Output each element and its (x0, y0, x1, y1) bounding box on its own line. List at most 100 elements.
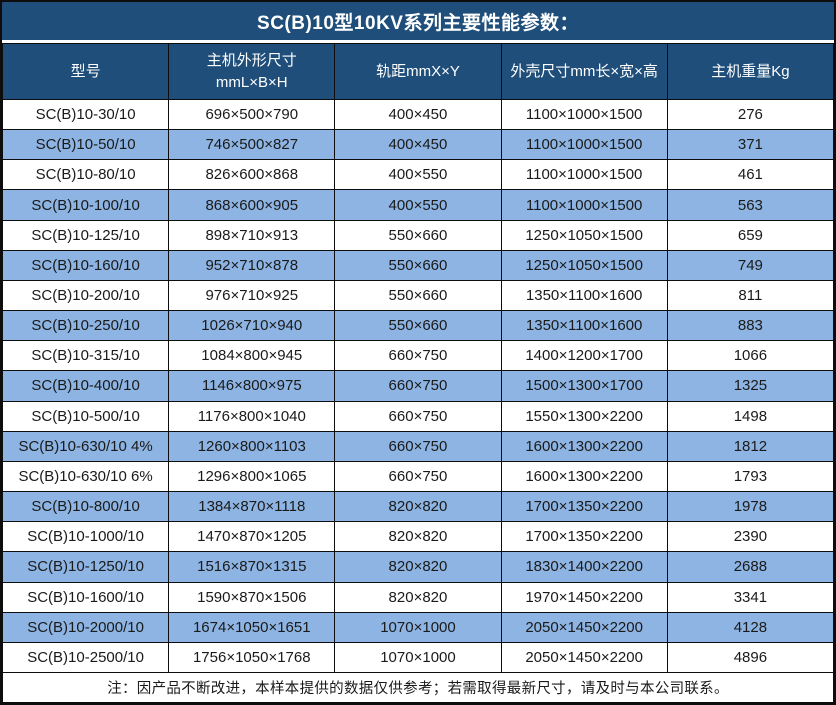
table-row: SC(B)10-1000/10 1470×870×1205 820×820 1700×… (1, 521, 835, 553)
table-cell: 820×820 (334, 551, 502, 583)
table-cell: 1100×1000×1500 (500, 98, 668, 131)
table-cell: 1700×1350×2200 (500, 521, 668, 553)
table-cell: 1970×1450×2200 (500, 581, 668, 613)
table-cell: 1176×800×1040 (168, 400, 336, 432)
table-cell: 4128 (666, 611, 835, 643)
table-cell: SC(B)10-800/10 (1, 491, 170, 523)
table-cell: 1350×1100×1600 (500, 310, 668, 342)
table-cell: 660×750 (334, 370, 502, 402)
table-cell: SC(B)10-1600/10 (1, 581, 170, 613)
table-cell: 1470×870×1205 (168, 521, 336, 553)
table-cell: 1550×1300×2200 (500, 400, 668, 432)
table-cell: 371 (666, 129, 835, 161)
table-cell: 659 (666, 219, 835, 251)
table-cell: 660×750 (334, 340, 502, 372)
table-row: SC(B)10-160/10 952×710×878 550×660 1250×105… (1, 249, 835, 281)
table-cell: 1296×800×1065 (168, 460, 336, 493)
table-row: SC(B)10-250/10 1026×710×940 550×660 1350×11… (1, 310, 835, 342)
table-cell: SC(B)10-125/10 (1, 219, 170, 251)
table-row: SC(B)10-200/10 976×710×925 550×660 1350×110… (1, 279, 835, 312)
table-cell: 820×820 (334, 521, 502, 553)
table-cell: SC(B)10-630/10 6% (1, 460, 170, 493)
table-cell: 660×750 (334, 430, 502, 462)
table-cell: 400×450 (334, 98, 502, 131)
table-cell: 1384×870×1118 (168, 491, 336, 523)
table-cell: 1100×1000×1500 (500, 129, 668, 161)
table-cell: 749 (666, 249, 835, 281)
column-header-body-dimensions: 主机外形尺寸 mmL×B×H (168, 43, 336, 100)
table-cell: 820×820 (334, 581, 502, 613)
table-cell: 4896 (666, 641, 835, 674)
table-row: SC(B)10-800/10 1384×870×1118 820×820 1700×1… (1, 491, 835, 523)
table-row: SC(B)10-500/10 1176×800×1040 660×750 1550×1… (1, 400, 835, 432)
table-cell: 1674×1050×1651 (168, 611, 336, 643)
page-title: SC(B)10型10KV系列主要性能参数： (2, 2, 834, 43)
table-cell: 276 (666, 98, 835, 131)
table-cell: 550×660 (334, 249, 502, 281)
table-cell: 660×750 (334, 460, 502, 493)
table-cell: 550×660 (334, 279, 502, 312)
table-cell: 1026×710×940 (168, 310, 336, 342)
table-cell: SC(B)10-315/10 (1, 340, 170, 372)
table-row: SC(B)10-2500/10 1756×1050×1768 1070×1000 20… (1, 641, 835, 674)
table-cell: 868×600×905 (168, 189, 336, 221)
table-cell: 400×450 (334, 129, 502, 161)
table-cell: 2390 (666, 521, 835, 553)
table-cell: 550×660 (334, 219, 502, 251)
table-cell: SC(B)10-30/10 (1, 98, 170, 131)
table-cell: 1066 (666, 340, 835, 372)
table-row: SC(B)10-315/10 1084×800×945 660×750 1400×12… (1, 340, 835, 372)
spec-table-body: SC(B)10-30/10 696×500×790 400×450 1100×1000… (1, 98, 835, 674)
table-cell: 563 (666, 189, 835, 221)
table-cell: 1590×870×1506 (168, 581, 336, 613)
table-cell: 1498 (666, 400, 835, 432)
table-row: SC(B)10-100/10 868×600×905 400×550 1100×100… (1, 189, 835, 221)
table-cell: 1793 (666, 460, 835, 493)
table-cell: 1400×1200×1700 (500, 340, 668, 372)
table-cell: 1516×870×1315 (168, 551, 336, 583)
table-row: SC(B)10-400/10 1146×800×975 660×750 1500×13… (1, 370, 835, 402)
table-cell: 1812 (666, 430, 835, 462)
table-cell: SC(B)10-160/10 (1, 249, 170, 281)
table-cell: 2688 (666, 551, 835, 583)
table-cell: 660×750 (334, 400, 502, 432)
spec-table: 型号 主机外形尺寸 mmL×B×H 轨距mmX×Y 外壳尺寸mm长×宽×高 主机… (1, 43, 835, 703)
table-cell: 826×600×868 (168, 159, 336, 191)
table-cell: 883 (666, 310, 835, 342)
table-cell: 1600×1300×2200 (500, 430, 668, 462)
table-cell: 820×820 (334, 491, 502, 523)
table-cell: SC(B)10-100/10 (1, 189, 170, 221)
table-header: 型号 主机外形尺寸 mmL×B×H 轨距mmX×Y 外壳尺寸mm长×宽×高 主机… (1, 43, 835, 100)
table-cell: 952×710×878 (168, 249, 336, 281)
table-cell: 1070×1000 (334, 641, 502, 674)
table-cell: SC(B)10-2500/10 (1, 641, 170, 674)
table-cell: 550×660 (334, 310, 502, 342)
table-cell: 1250×1050×1500 (500, 219, 668, 251)
table-cell: 1260×800×1103 (168, 430, 336, 462)
table-cell: 1325 (666, 370, 835, 402)
table-cell: 976×710×925 (168, 279, 336, 312)
table-row: SC(B)10-2000/10 1674×1050×1651 1070×1000 20… (1, 611, 835, 643)
table-cell: 1146×800×975 (168, 370, 336, 402)
table-cell: 746×500×827 (168, 129, 336, 161)
table-cell: 2050×1450×2200 (500, 611, 668, 643)
table-cell: 3341 (666, 581, 835, 613)
table-cell: 400×550 (334, 189, 502, 221)
table-cell: SC(B)10-200/10 (1, 279, 170, 312)
table-cell: 400×550 (334, 159, 502, 191)
table-cell: 898×710×913 (168, 219, 336, 251)
table-cell: 1756×1050×1768 (168, 641, 336, 674)
table-cell: 1500×1300×1700 (500, 370, 668, 402)
table-cell: 1070×1000 (334, 611, 502, 643)
table-row: SC(B)10-80/10 826×600×868 400×550 1100×1000… (1, 159, 835, 191)
table-cell: 1084×800×945 (168, 340, 336, 372)
column-header-weight: 主机重量Kg (666, 43, 835, 100)
table-cell: SC(B)10-630/10 4% (1, 430, 170, 462)
table-cell: 1600×1300×2200 (500, 460, 668, 493)
footer-note: 注：因产品不断改进，本样本提供的数据仅供参考；若需取得最新尺寸，请及时与本公司联… (2, 672, 834, 703)
table-cell: 1978 (666, 491, 835, 523)
table-cell: 1700×1350×2200 (500, 491, 668, 523)
table-cell: 1100×1000×1500 (500, 159, 668, 191)
table-footer: 注：因产品不断改进，本样本提供的数据仅供参考；若需取得最新尺寸，请及时与本公司联… (2, 672, 834, 703)
